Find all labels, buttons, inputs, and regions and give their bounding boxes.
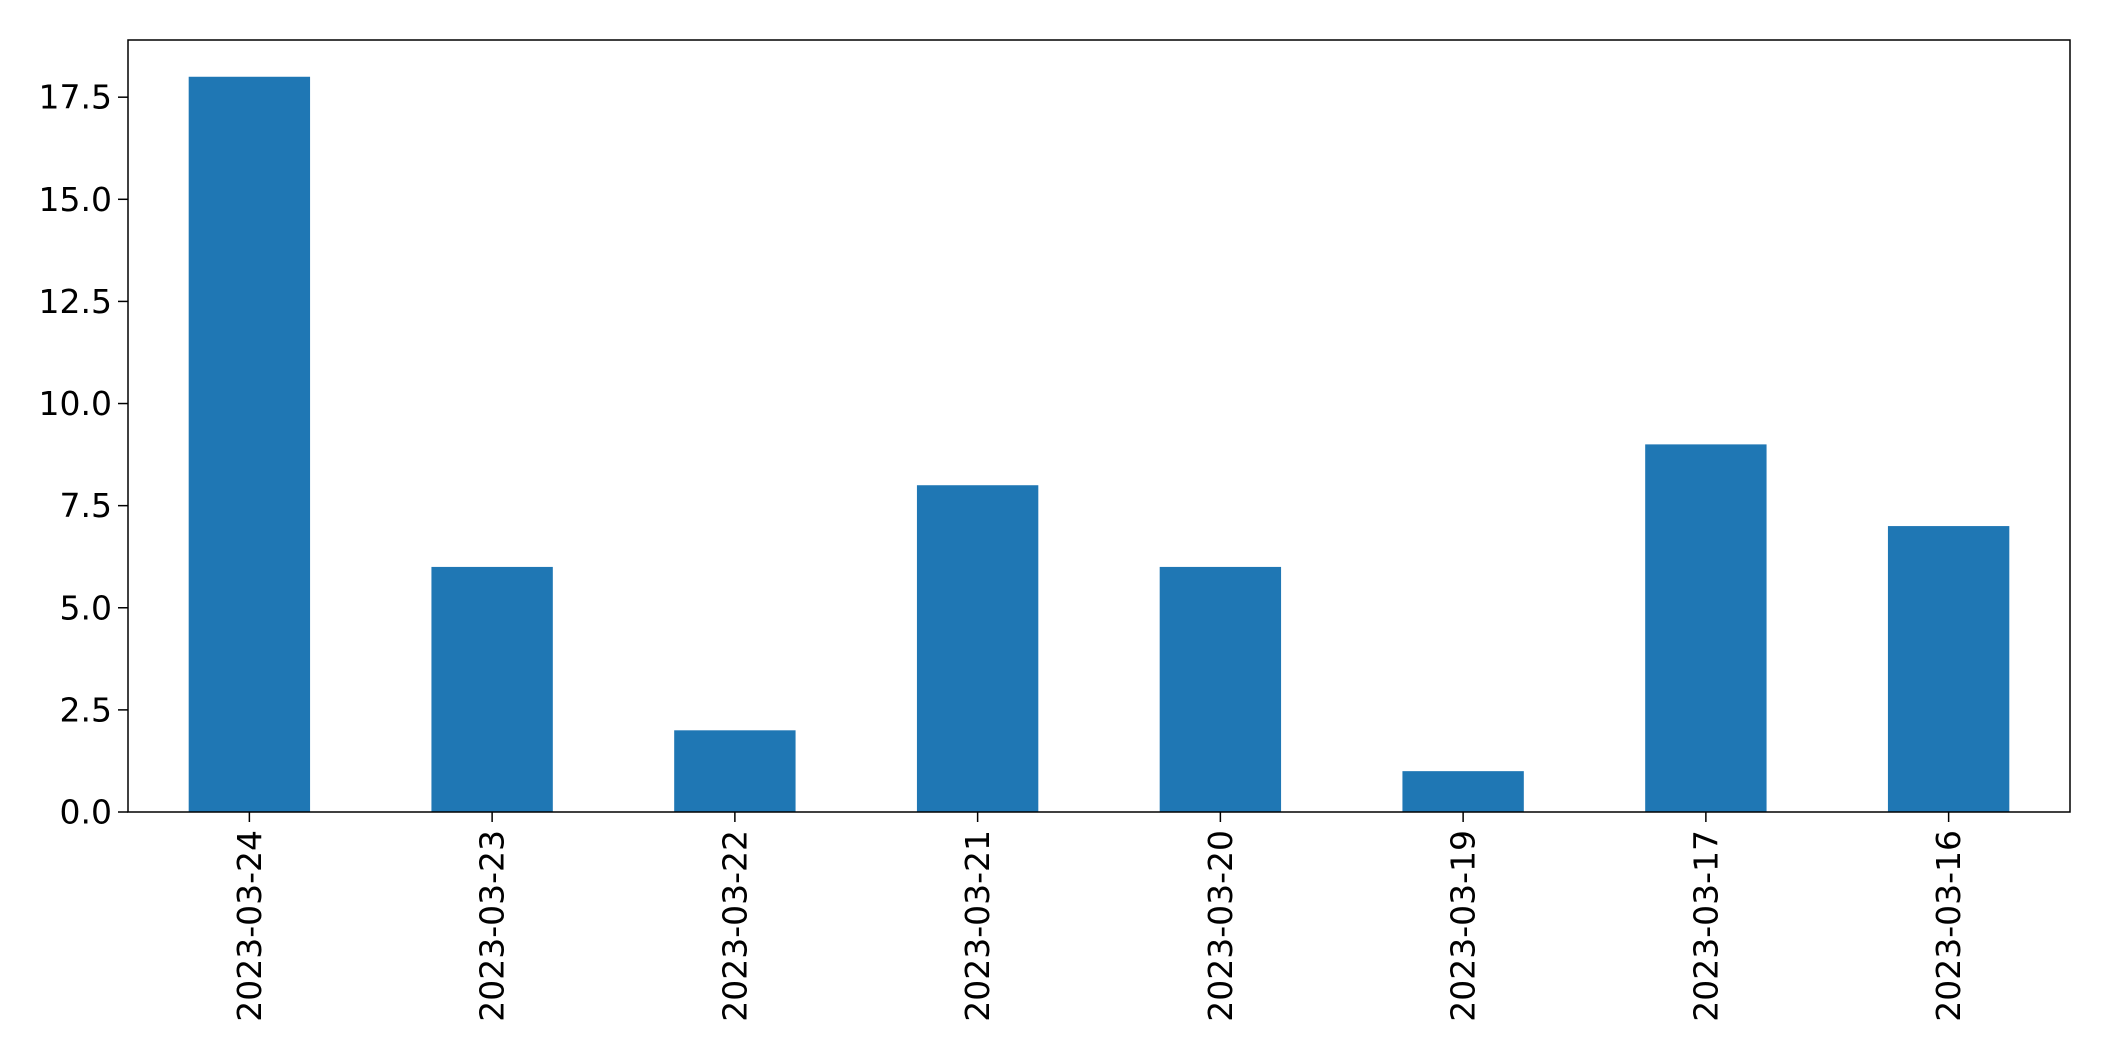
y-tick-label: 0.0 [60, 793, 112, 832]
plot-frame [127, 39, 2071, 813]
bar-2023-03-17 [1645, 444, 1767, 812]
y-tick-label: 10.0 [39, 384, 112, 423]
x-tick-label: 2023-03-19 [1444, 830, 1483, 1022]
x-tick-label: 2023-03-21 [958, 830, 997, 1022]
x-axis: 2023-03-24 2023-03-23 2023-03-22 2023-03-21… [230, 812, 1968, 1022]
y-tick-label: 5.0 [60, 588, 112, 627]
bar-2023-03-16 [1887, 526, 2010, 812]
x-tick-label: 2023-03-20 [1201, 830, 1240, 1022]
bar-2023-03-21 [916, 485, 1039, 812]
bar-2023-03-19 [1402, 771, 1524, 812]
bar-2023-03-20 [1159, 566, 1282, 812]
x-tick-label: 2023-03-24 [230, 830, 269, 1022]
x-tick-label: 2023-03-22 [715, 830, 754, 1022]
y-tick-label: 17.5 [39, 78, 112, 117]
x-tick-label: 2023-03-16 [1929, 830, 1968, 1022]
y-axis: 0.0 2.5 5.0 7.5 10.0 12.5 15.0 17.5 [39, 78, 128, 832]
bar-2023-03-24 [188, 76, 311, 812]
x-tick-label: 2023-03-17 [1686, 830, 1725, 1022]
y-tick-label: 12.5 [39, 282, 112, 321]
y-tick-label: 15.0 [39, 180, 112, 219]
bars-layer [188, 76, 2010, 812]
y-tick-label: 2.5 [60, 690, 112, 729]
x-tick-label: 2023-03-23 [473, 830, 512, 1022]
bar-2023-03-23 [431, 566, 553, 812]
y-tick-label: 7.5 [60, 486, 112, 525]
bar-2023-03-22 [674, 730, 796, 812]
